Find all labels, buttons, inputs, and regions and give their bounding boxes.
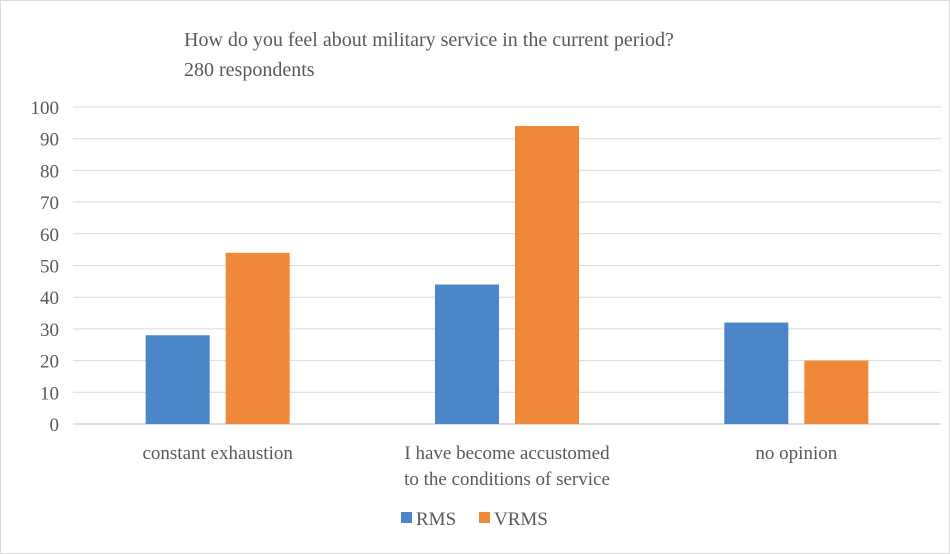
x-category-label: to the conditions of service (404, 469, 610, 490)
y-tick-label: 10 (40, 383, 59, 404)
y-tick-label: 20 (40, 352, 59, 373)
y-tick-label: 50 (40, 257, 59, 278)
bar-vrms (225, 252, 290, 424)
legend-label: VRMS (494, 509, 548, 530)
bar-rms (724, 322, 789, 424)
y-tick-label: 80 (40, 161, 59, 182)
x-category-label: no opinion (755, 443, 837, 464)
x-category-label: constant exhaustion (142, 443, 293, 464)
bar-vrms (804, 360, 869, 424)
legend-swatch (401, 512, 412, 523)
y-tick-label: 90 (40, 130, 59, 151)
legend-swatch (479, 512, 490, 523)
chart-subtitle: 280 respondents (184, 59, 315, 81)
bar-rms (435, 284, 499, 424)
y-tick-label: 0 (50, 415, 60, 436)
legend-label: RMS (416, 509, 456, 530)
x-category-label: I have become accustomed (404, 443, 610, 464)
bar-rms (145, 335, 210, 424)
chart-title: How do you feel about military service i… (184, 29, 674, 51)
y-tick-label: 70 (40, 193, 59, 214)
bar-vrms (515, 126, 579, 425)
y-tick-label: 30 (40, 320, 59, 341)
y-tick-label: 40 (40, 288, 59, 309)
y-tick-label: 100 (31, 98, 60, 119)
y-tick-label: 60 (40, 225, 59, 246)
